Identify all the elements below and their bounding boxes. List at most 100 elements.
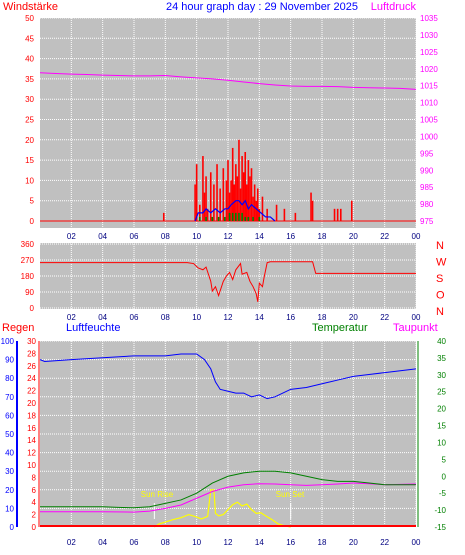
rain-tick-label: 8	[32, 473, 37, 482]
wind-y-ticks: 0 5 10 15 20 25 30 35 40 45 50	[25, 14, 34, 226]
sunrise-label: Sun Rise	[141, 490, 174, 499]
pressure-y-ticks: 975 980 985 990 995 1000 1005 1010 1015 1020 1025 1…	[420, 14, 438, 226]
wind-tick-label: 5	[30, 197, 35, 206]
temperature-tick-label: -15	[434, 523, 446, 532]
humidity-axis-label: Luftfeuchte	[66, 322, 120, 334]
direction-tick-label: 180	[21, 272, 35, 281]
x-tick-label: 00	[412, 232, 421, 241]
pressure-tick-label: 990	[420, 166, 434, 175]
rain-tick-label: 20	[27, 399, 36, 408]
x-tick-label: 08	[161, 538, 170, 547]
wind-tick-label: 15	[25, 156, 34, 165]
pressure-tick-label: 995	[420, 149, 434, 158]
wind-tick-label: 35	[25, 75, 34, 84]
x-tick-label: 14	[255, 313, 264, 322]
x-tick-label: 04	[98, 232, 107, 241]
rain-tick-label: 18	[27, 411, 36, 420]
temperature-tick-label: 35	[437, 354, 446, 363]
pressure-tick-label: 1030	[420, 31, 438, 40]
x-tick-label: 04	[98, 538, 107, 547]
x-tick-label: 08	[161, 232, 170, 241]
pressure-tick-label: 1000	[420, 132, 438, 141]
x-tick-label: 20	[349, 538, 358, 547]
humidity-tick-label: 40	[5, 449, 14, 458]
humidity-tick-label: 90	[5, 356, 14, 365]
direction-series	[40, 261, 416, 302]
rain-tick-label: 22	[27, 387, 36, 396]
wind-tick-label: 25	[25, 116, 34, 125]
x-tick-label: 00	[412, 313, 421, 322]
x-tick-label: 10	[192, 538, 201, 547]
temperature-tick-label: 30	[437, 371, 446, 380]
compass-label: N	[436, 306, 444, 318]
direction-tick-label: 360	[21, 240, 35, 249]
temperature-line	[40, 470, 416, 509]
wind-x-ticks: 02 04 06 08 10 12 14 16 18 20 22 00	[67, 232, 421, 241]
rain-tick-label: 4	[32, 498, 37, 507]
compass-label: W	[436, 257, 447, 269]
x-tick-label: 18	[318, 313, 327, 322]
humidity-tick-label: 10	[5, 504, 14, 513]
temperature-tick-label: -5	[439, 489, 447, 498]
humidity-tick-label: 60	[5, 411, 14, 420]
x-tick-label: 02	[67, 232, 76, 241]
temperature-tick-label: 40	[437, 337, 446, 346]
graph-title: 24 hour graph day : 29 November 2025	[166, 1, 358, 13]
x-tick-label: 16	[286, 538, 295, 547]
compass-label: N	[436, 240, 444, 252]
dewpoint-line	[40, 482, 417, 513]
wind-tick-label: 20	[25, 136, 34, 145]
humidity-tick-label: 70	[5, 393, 14, 402]
x-tick-label: 12	[224, 313, 233, 322]
pressure-tick-label: 1035	[420, 14, 438, 23]
humidity-y-ticks: 0 10 20 30 40 50 60 70 80 90 100	[1, 337, 18, 532]
x-tick-label: 12	[224, 232, 233, 241]
temperature-tick-label: 0	[442, 472, 447, 481]
pressure-tick-label: 980	[420, 200, 434, 209]
wind-tick-label: 45	[25, 34, 34, 43]
rain-tick-label: 28	[27, 349, 36, 358]
pressure-tick-label: 975	[420, 217, 434, 226]
rain-tick-label: 0	[32, 523, 37, 532]
rain-tick-label: 16	[27, 424, 36, 433]
x-tick-label: 14	[255, 232, 264, 241]
x-tick-label: 20	[349, 232, 358, 241]
humidity-tick-label: 100	[1, 337, 15, 346]
humidity-tick-label: 30	[5, 467, 14, 476]
wind-axis-label: Windstärke	[3, 1, 58, 13]
dewpoint-axis-label: Taupunkt	[393, 322, 438, 334]
pressure-tick-label: 1025	[420, 48, 438, 57]
humidity-tick-label: 20	[5, 486, 14, 495]
direction-x-ticks: 02 04 06 08 10 12 14 16 18 20 22 00	[67, 313, 421, 322]
pressure-tick-label: 1015	[420, 82, 438, 91]
rain-tick-label: 2	[32, 511, 37, 520]
x-tick-label: 16	[286, 232, 295, 241]
pressure-tick-label: 1010	[420, 99, 438, 108]
temperature-tick-label: 5	[442, 455, 447, 464]
sun-line	[154, 489, 291, 528]
temperature-tick-label: 10	[437, 438, 446, 447]
wind-tick-label: 30	[25, 95, 34, 104]
rain-tick-label: 12	[27, 449, 36, 458]
rain-tick-label: 30	[27, 337, 36, 346]
x-tick-label: 08	[161, 313, 170, 322]
wind-gust-line	[194, 199, 276, 222]
climate-x-ticks: 02 04 06 08 10 12 14 16 18 20 22 00	[67, 538, 421, 547]
direction-grid	[40, 243, 417, 309]
direction-tick-label: 0	[30, 304, 35, 313]
pressure-tick-label: 1005	[420, 116, 438, 125]
direction-y-ticks: 0 90 180 270 360	[21, 240, 35, 313]
x-tick-label: 02	[67, 313, 76, 322]
x-tick-label: 00	[412, 538, 421, 547]
wind-tick-label: 40	[25, 55, 34, 64]
humidity-tick-label: 50	[5, 430, 14, 439]
direction-tick-label: 90	[25, 288, 34, 297]
temperature-tick-label: 25	[437, 388, 446, 397]
x-tick-label: 06	[130, 232, 139, 241]
temperature-tick-label: -10	[434, 506, 446, 515]
direction-tick-label: 270	[21, 256, 35, 265]
x-tick-label: 04	[98, 313, 107, 322]
x-tick-label: 18	[318, 538, 327, 547]
